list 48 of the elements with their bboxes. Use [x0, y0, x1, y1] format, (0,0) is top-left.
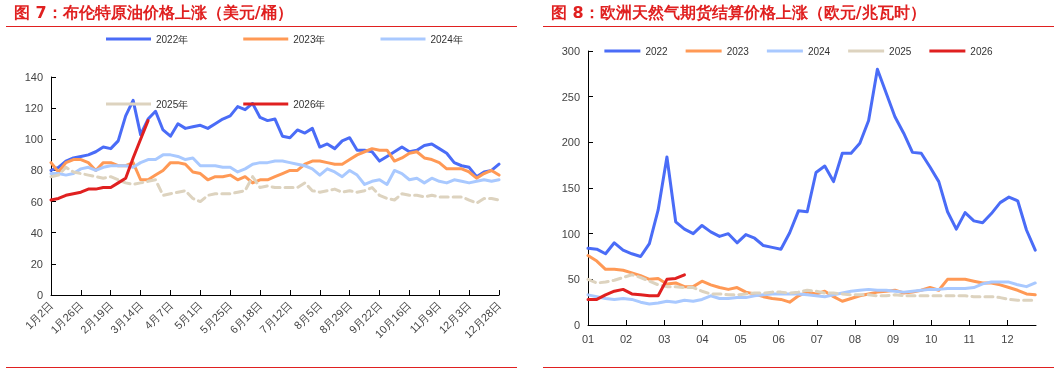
x-tick-label: 06	[772, 332, 785, 345]
legend-label: 2022年	[156, 33, 189, 45]
x-tick-label: 09	[886, 332, 900, 345]
y-tick-label: 140	[24, 71, 43, 83]
line-series	[586, 280, 1037, 306]
line-series	[586, 273, 686, 301]
x-tick-label: 4月7日	[142, 298, 175, 332]
legend-label: 2023年	[293, 33, 326, 45]
line-series	[49, 147, 501, 185]
x-tick-label: 11	[963, 332, 975, 345]
legend-label: 2024年	[430, 33, 463, 45]
legend-label: 2024	[807, 45, 831, 57]
legend-label: 2023	[726, 45, 750, 57]
y-tick-label: 0	[573, 319, 580, 331]
x-tick-label: 01	[581, 332, 595, 345]
x-tick-label: 07	[810, 332, 823, 345]
y-tick-label: 80	[30, 164, 43, 177]
x-tick-label: 02	[620, 332, 633, 345]
legend-label: 2026	[970, 45, 994, 57]
legend-label: 2026年	[293, 98, 326, 110]
line-series	[586, 67, 1037, 258]
x-tick-label: 03	[658, 332, 671, 345]
y-tick-label: 300	[561, 45, 580, 57]
y-tick-label: 200	[561, 136, 580, 149]
x-tick-label: 08	[848, 332, 862, 345]
chart-title: 图 8：欧洲天然气期货结算价格上涨（欧元/兆瓦时）	[543, 0, 1054, 27]
y-tick-label: 150	[561, 182, 580, 194]
x-tick-label: 04	[696, 332, 709, 345]
x-tick-label: 12	[1001, 332, 1014, 345]
y-tick-label: 60	[30, 195, 43, 208]
legend-label: 2025	[889, 45, 912, 57]
y-tick-label: 40	[30, 226, 43, 239]
chart-title: 图 7：布伦特原油价格上涨（美元/桶）	[6, 0, 517, 27]
y-tick-label: 20	[30, 257, 43, 270]
legend-label: 2025年	[156, 98, 189, 110]
x-tick-label: 05	[734, 332, 747, 345]
y-tick-label: 100	[24, 133, 43, 146]
y-tick-label: 100	[561, 227, 580, 240]
y-tick-label: 50	[567, 273, 580, 286]
line-series	[49, 119, 150, 202]
line-series	[49, 165, 501, 205]
line-series	[49, 153, 501, 186]
legend-label: 2022	[645, 45, 669, 57]
y-tick-label: 250	[561, 90, 580, 103]
x-tick-label: 10	[925, 332, 938, 345]
y-tick-label: 0	[36, 289, 43, 301]
y-tick-label: 120	[24, 102, 43, 115]
line-series	[49, 98, 501, 179]
